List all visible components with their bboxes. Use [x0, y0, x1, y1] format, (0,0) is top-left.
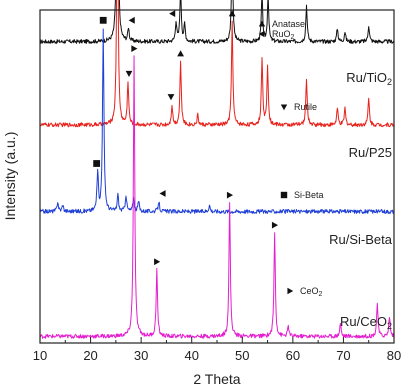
triangle-left-marker: [169, 10, 176, 18]
x-tick-label: 50: [235, 348, 249, 363]
legend-label: Anatase: [272, 19, 305, 29]
square-marker: [93, 160, 101, 167]
sample-label-text: Ru/P25: [349, 145, 392, 160]
x-tick-label: 20: [83, 348, 97, 363]
triangle-left-marker: [159, 190, 166, 197]
legend-label: Rutile: [294, 102, 317, 112]
legend-label-subscript: 2: [291, 34, 295, 41]
triangle-up-marker: [228, 10, 236, 17]
triangle-right-marker: [154, 258, 161, 266]
x-tick-label: 10: [33, 348, 47, 363]
x-tick-label: 40: [184, 348, 198, 363]
triangle-down-marker: [125, 70, 133, 77]
sample-label: Ru/CeO2: [340, 314, 392, 331]
legend-label: Si-Beta: [294, 190, 324, 200]
x-axis-title: 2 Theta: [193, 371, 240, 387]
legend-label-subscript: 2: [319, 291, 323, 298]
square-marker: [99, 16, 107, 24]
legend-label: RuO2: [272, 29, 295, 41]
triangle-down-legend-icon: [280, 104, 288, 111]
triangle-left-marker: [128, 16, 135, 24]
x-tick-label: 60: [286, 348, 300, 363]
square-legend-icon: [280, 191, 288, 199]
sample-label-subscript: 2: [387, 77, 392, 87]
sample-label-text: Ru/Si-Beta: [329, 232, 393, 247]
sample-label: Ru/TiO2: [346, 70, 392, 87]
triangle-right-marker: [131, 45, 138, 53]
sample-label: Ru/P25: [349, 145, 392, 160]
y-axis-title: Intensity (a.u.): [2, 132, 18, 221]
sample-label-subscript: 2: [387, 321, 392, 331]
legend-label-text: Si-Beta: [294, 190, 324, 200]
x-tick-label: 80: [387, 348, 401, 363]
series-line-0: [39, 0, 395, 44]
x-tick-label: 70: [336, 348, 350, 363]
sample-label-text: Ru/TiO: [346, 70, 387, 85]
x-axis: 10 20 30 40 50 60 70 80: [33, 337, 401, 363]
triangle-right-marker: [226, 191, 234, 199]
plot-frame: [39, 9, 395, 344]
legend-label-text: Anatase: [272, 19, 305, 29]
series-layer: [39, 0, 395, 339]
legend-label-text: RuO: [272, 29, 291, 39]
sample-label: Ru/Si-Beta: [329, 232, 393, 247]
series-line-2: [39, 28, 395, 214]
triangle-left-legend-icon: [258, 30, 265, 38]
sample-label-text: Ru/CeO: [340, 314, 387, 329]
series-line-3: [39, 55, 395, 339]
triangle-down-marker: [167, 94, 175, 101]
marker-layer: [93, 10, 279, 266]
triangle-right-marker: [271, 221, 279, 229]
series-line-1: [39, 0, 395, 128]
triangle-up-legend-icon: [258, 20, 266, 27]
legend-label-text: CeO: [300, 286, 319, 296]
legend-label: CeO2: [300, 286, 323, 298]
legend-label-text: Rutile: [294, 102, 317, 112]
x-tick-label: 30: [134, 348, 148, 363]
triangle-up-marker: [177, 50, 184, 57]
triangle-right-legend-icon: [287, 287, 294, 295]
